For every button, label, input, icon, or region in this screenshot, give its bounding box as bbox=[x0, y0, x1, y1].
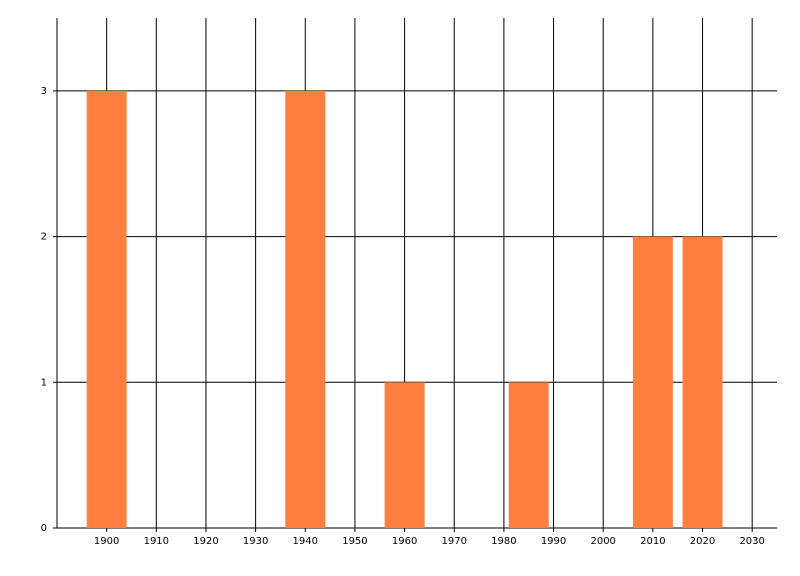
y-tick-label: 1 bbox=[41, 377, 47, 388]
x-tick-label: 1940 bbox=[293, 536, 318, 547]
x-tick-label: 2030 bbox=[739, 536, 764, 547]
x-tick-label: 1980 bbox=[491, 536, 516, 547]
y-tick-label: 3 bbox=[41, 86, 47, 97]
y-tick-label: 2 bbox=[41, 232, 47, 243]
bar bbox=[86, 90, 127, 528]
x-tick-label: 1960 bbox=[392, 536, 417, 547]
x-tick-label: 1990 bbox=[541, 536, 566, 547]
x-tick-label: 1970 bbox=[442, 536, 467, 547]
bar bbox=[632, 236, 673, 529]
x-tick-label: 1910 bbox=[144, 536, 169, 547]
bar bbox=[682, 236, 723, 529]
y-tick-label: 0 bbox=[41, 523, 47, 534]
x-tick-label: 1900 bbox=[94, 536, 119, 547]
x-tick-label: 2010 bbox=[640, 536, 665, 547]
bar bbox=[508, 382, 549, 528]
x-tick-label: 1950 bbox=[342, 536, 367, 547]
x-tick-label: 2000 bbox=[590, 536, 615, 547]
bar bbox=[285, 90, 326, 528]
x-tick-label: 1930 bbox=[243, 536, 268, 547]
x-tick-label: 1920 bbox=[193, 536, 218, 547]
bar bbox=[384, 382, 425, 528]
x-tick-label: 2020 bbox=[690, 536, 715, 547]
